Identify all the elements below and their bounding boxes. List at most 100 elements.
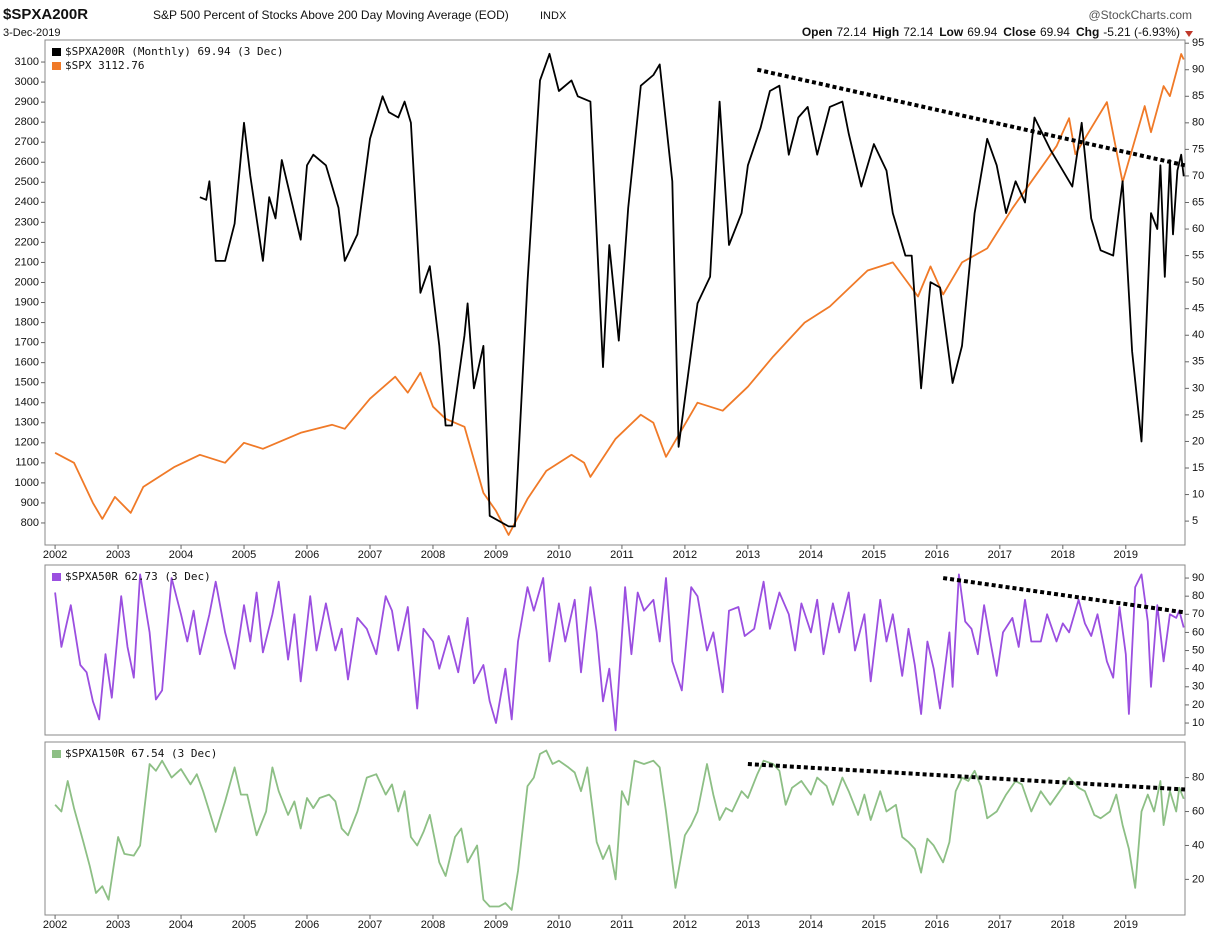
quote-label: Chg [1076, 25, 1099, 39]
x-tick-label: 2015 [862, 919, 886, 931]
y-tick-label: 1700 [15, 337, 39, 349]
x-tick-label: 2017 [988, 919, 1012, 931]
y-tick-label: 900 [21, 497, 39, 509]
y-tick-label: 1600 [15, 357, 39, 369]
x-tick-label: 2019 [1114, 549, 1138, 561]
quote-label: Open [802, 25, 833, 39]
y-tick-label: 800 [21, 517, 39, 529]
quote-label: Low [939, 25, 964, 39]
y-tick-label: 1400 [15, 397, 39, 409]
y2-tick-label: 35 [1192, 356, 1204, 368]
x-tick-label: 2003 [106, 549, 130, 561]
quote-value: 69.94 [1040, 25, 1070, 39]
y2-tick-label: 5 [1192, 515, 1198, 527]
y2-tick-label: 95 [1192, 37, 1204, 49]
y-tick-label: 1300 [15, 417, 39, 429]
legend-swatch [52, 573, 61, 581]
y-tick-label: 1800 [15, 316, 39, 328]
y-tick-label: 1000 [15, 477, 39, 489]
x-tick-label: 2015 [862, 549, 886, 561]
y-tick-label: 80 [1192, 590, 1204, 602]
y-tick-label: 30 [1192, 681, 1204, 693]
y2-tick-label: 75 [1192, 143, 1204, 155]
y2-tick-label: 45 [1192, 303, 1204, 315]
chart-title: S&P 500 Percent of Stocks Above 200 Day … [153, 8, 509, 22]
y-tick-label: 2400 [15, 196, 39, 208]
legend-label: $SPX 3112.76 [65, 59, 144, 72]
down-arrow [1185, 31, 1193, 37]
y-tick-label: 70 [1192, 608, 1204, 620]
trendline [747, 762, 1186, 792]
y-tick-label: 20 [1192, 699, 1204, 711]
series-line [54, 53, 1185, 536]
y2-tick-label: 80 [1192, 117, 1204, 129]
x-tick-label: 2002 [43, 919, 67, 931]
x-tick-label: 2006 [295, 919, 319, 931]
x-tick-label: 2012 [673, 919, 697, 931]
y-tick-label: 2800 [15, 116, 39, 128]
x-tick-label: 2018 [1051, 549, 1075, 561]
y-tick-label: 2700 [15, 136, 39, 148]
trendline [756, 67, 1186, 168]
y2-tick-label: 70 [1192, 170, 1204, 182]
y-tick-label: 2600 [15, 156, 39, 168]
x-tick-label: 2016 [925, 549, 949, 561]
quote: Open 72.14 High 72.14 Low 69.94 Close 69.94 Chg -… [802, 25, 1180, 39]
x-tick-label: 2002 [43, 549, 67, 561]
x-tick-label: 2014 [799, 549, 823, 561]
panel-frame [44, 564, 1186, 736]
series-line [199, 52, 1185, 528]
trendline [942, 576, 1186, 615]
y2-tick-label: 55 [1192, 250, 1204, 262]
y-tick-label: 3000 [15, 76, 39, 88]
x-tick-label: 2005 [232, 549, 256, 561]
quote-value: -5.21 (-6.93%) [1103, 25, 1180, 39]
x-tick-label: 2011 [610, 549, 634, 561]
y-tick-label: 60 [1192, 626, 1204, 638]
y2-tick-label: 65 [1192, 196, 1204, 208]
quote-label: High [873, 25, 900, 39]
x-tick-label: 2004 [169, 549, 193, 561]
legend-label: $SPXA150R 67.54 (3 Dec) [65, 747, 217, 760]
quote-value: 69.94 [967, 25, 997, 39]
x-tick-label: 2008 [421, 919, 445, 931]
x-tick-label: 2003 [106, 919, 130, 931]
quote-value: 72.14 [903, 25, 933, 39]
y-tick-label: 40 [1192, 663, 1204, 675]
x-tick-label: 2007 [358, 919, 382, 931]
legend-swatch [52, 48, 61, 56]
y-tick-label: 50 [1192, 644, 1204, 656]
y-tick-label: 2300 [15, 216, 39, 228]
y-tick-label: 10 [1192, 717, 1204, 729]
symbol: $SPXA200R [3, 6, 88, 23]
x-tick-label: 2010 [547, 919, 571, 931]
quote-label: Close [1003, 25, 1036, 39]
y-tick-label: 60 [1192, 805, 1204, 817]
y-tick-label: 80 [1192, 772, 1204, 784]
panel-frame [44, 39, 1186, 546]
x-tick-label: 2019 [1114, 919, 1138, 931]
x-tick-label: 2007 [358, 549, 382, 561]
y2-tick-label: 60 [1192, 223, 1204, 235]
y2-tick-label: 20 [1192, 435, 1204, 447]
y-tick-label: 40 [1192, 839, 1204, 851]
y-tick-label: 2000 [15, 276, 39, 288]
y-tick-label: 1100 [15, 457, 39, 469]
series-line [54, 749, 1185, 911]
y-tick-label: 2100 [15, 256, 39, 268]
x-tick-label: 2012 [673, 549, 697, 561]
y2-tick-label: 50 [1192, 276, 1204, 288]
y2-tick-label: 15 [1192, 462, 1204, 474]
legend-label: $SPXA200R (Monthly) 69.94 (3 Dec) [65, 45, 284, 58]
series-line [54, 573, 1185, 732]
x-tick-label: 2005 [232, 919, 256, 931]
y-tick-label: 90 [1192, 572, 1204, 584]
x-tick-label: 2013 [736, 919, 760, 931]
y2-tick-label: 30 [1192, 382, 1204, 394]
x-tick-label: 2009 [484, 549, 508, 561]
x-tick-label: 2004 [169, 919, 193, 931]
y-tick-label: 1900 [15, 296, 39, 308]
exchange: INDX [540, 10, 567, 22]
y2-tick-label: 85 [1192, 90, 1204, 102]
